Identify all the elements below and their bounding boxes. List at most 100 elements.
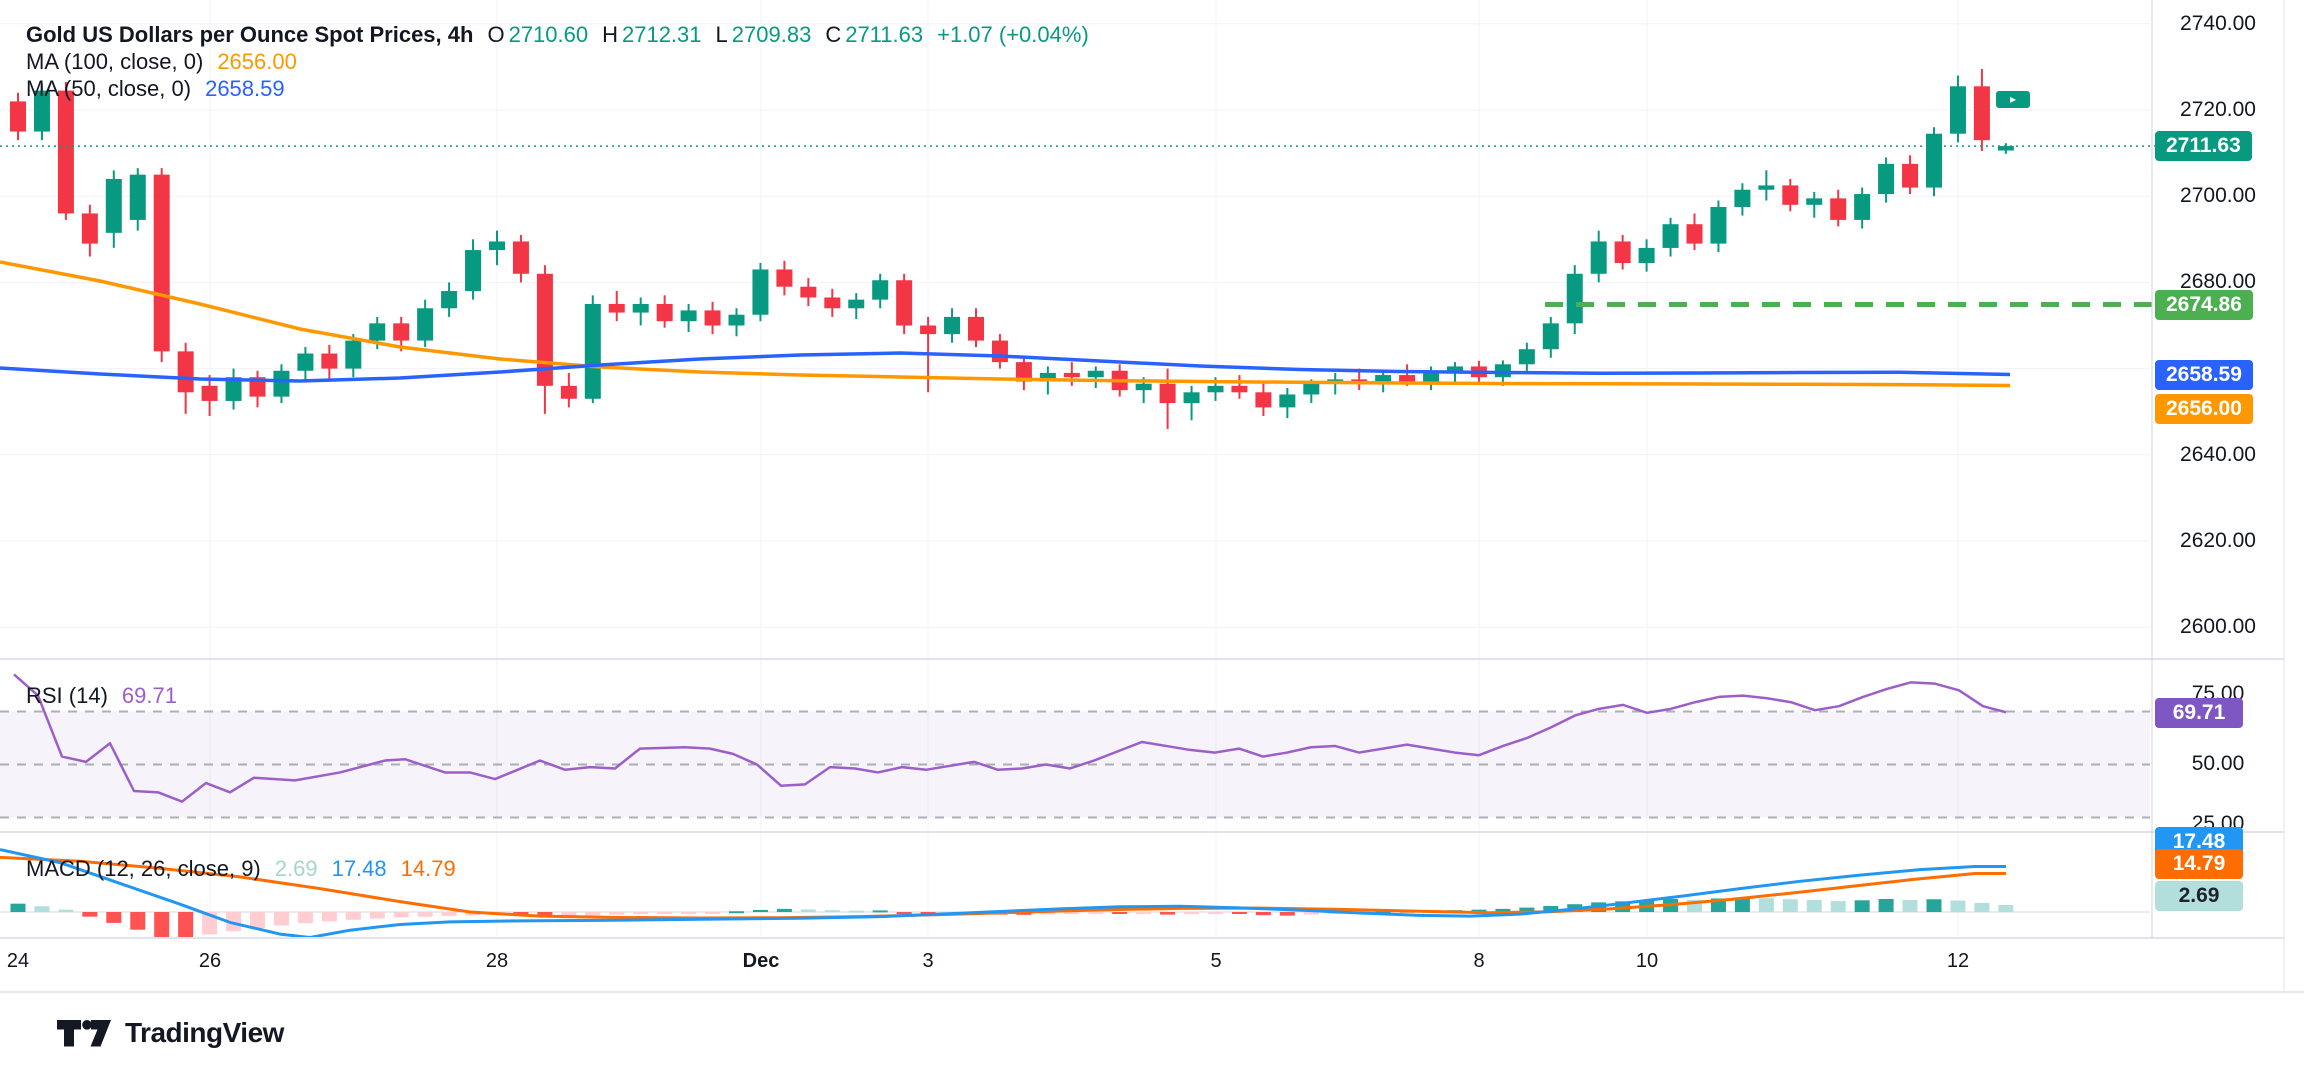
candle-body [1231,385,1248,393]
candle-body [417,308,434,341]
macd-hist-bar [297,912,313,924]
candle-body [1303,383,1320,395]
candle-body [1447,366,1463,371]
macd-hist-bar [705,912,721,914]
macd-hist-bar [561,912,577,917]
macd-hist-bar [1998,905,2014,912]
candle-body [225,377,242,401]
candle-body [489,241,505,251]
macd-hist-bar [1375,911,1391,914]
candle-body [1518,349,1535,365]
macd-hist-bar [824,910,840,913]
macd-hist-bar [1040,912,1056,915]
macd-hist-bar [1926,899,1942,912]
macd-hist-bar [1950,900,1966,912]
candle-body [968,316,984,341]
ma50-line [0,351,2011,383]
macd-hist-bar [1902,900,1918,912]
macd-hist-bar [1471,909,1487,912]
candle-body [1135,383,1152,391]
macd-hist-bar [1878,899,1894,912]
candles-layer [10,69,2014,429]
macd-hist-bar [776,908,792,912]
macd-hist-bar [178,912,194,939]
axis-time-label: 5 [1210,950,1222,972]
macd-hist-bar [681,912,697,914]
macd-hist-bar [1088,912,1104,914]
candle-body [393,323,410,341]
candle-body [656,303,673,322]
macd-histogram [10,897,2014,939]
candle-body [1758,185,1775,190]
macd-hist-bar [1758,898,1774,912]
axis-price-label: 2700.00 [2180,184,2256,207]
candle-body [1255,392,1272,408]
candle-body [1973,86,1990,141]
candle-body [872,280,889,300]
rsi-line [13,673,2007,803]
candle-body [1375,375,1392,384]
candle-body [249,377,266,397]
candle-body [608,303,625,313]
candle-body [1710,206,1727,244]
candle-body [345,340,362,369]
candle-body [824,297,841,309]
axis-price-badge: 2.69 [2155,881,2243,911]
axis-price-label: 2680.00 [2180,270,2256,293]
candle-body [273,370,290,397]
candle-body [105,178,122,233]
candle-body [1782,185,1799,205]
axis-time-label: 8 [1473,950,1485,972]
macd-hist-bar [1806,900,1822,912]
candle-body [1566,273,1583,324]
candle-body [536,273,553,386]
candle-body [728,314,745,326]
macd-hist-bar [537,912,553,918]
axis-time-label: 3 [922,950,934,972]
axis-price-label: 2640.00 [2180,443,2256,466]
candle-body [680,310,697,322]
macd-hist-bar [226,912,242,932]
candle-body [81,213,98,244]
candle-body [944,316,961,335]
candle-body [1902,163,1919,188]
macd-hist-bar [1974,902,1990,912]
axis-price-badge: 14.79 [2155,849,2243,879]
macd-line [0,848,2007,939]
candle-body [1949,86,1966,134]
macd-hist-bar [1064,912,1080,914]
macd-hist-bar [1184,912,1200,915]
axis-time-label: Dec [742,950,780,972]
macd-hist-bar [1136,912,1152,914]
macd-hist-bar [657,912,673,914]
candle-body [465,250,482,292]
macd-hist-bar [1543,906,1559,912]
candle-body [1638,247,1655,264]
axis-price-badge: 2658.59 [2155,360,2253,390]
tradingview-logo-text: TradingView [125,1017,284,1048]
rsi-pane [0,710,2150,819]
macd-hist-bar [393,912,409,918]
macd-hist-bar [1279,912,1295,916]
ma100-line [0,260,2011,388]
candle-body [1878,163,1895,195]
candle-body [1854,194,1871,220]
macd-hist-bar [1160,912,1176,915]
axis-price-badge: 69.71 [2155,698,2243,728]
tradingview-logo[interactable]: TradingView [57,1017,284,1049]
candle-body [800,286,817,298]
candle-body [1830,198,1847,220]
candle-body [848,299,865,309]
candle-body [1039,372,1056,382]
macd-hist-bar [369,912,385,919]
axis-price-label: 2620.00 [2180,529,2256,552]
macd-hist-bar [1231,912,1247,914]
candle-body [1614,241,1631,264]
macd-hist-bar [1303,912,1319,915]
axis-time-label: 26 [198,950,222,972]
macd-hist-bar [585,912,601,916]
macd-hist-bar [417,912,433,917]
axis-time-label: 28 [485,950,509,972]
